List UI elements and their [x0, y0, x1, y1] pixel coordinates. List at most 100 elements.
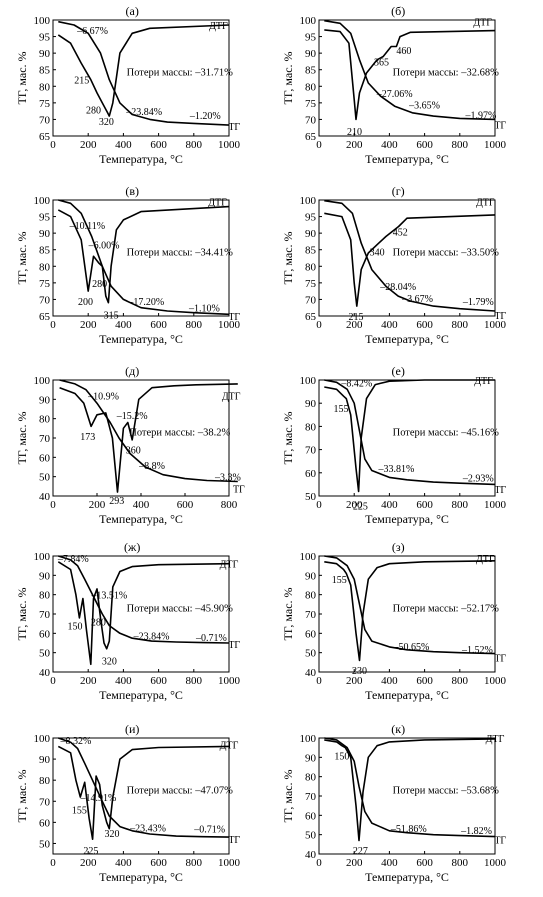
- x-tick-label: 400: [381, 857, 398, 869]
- chart-panel-10: (к) 0 200 400 600 800 1000 40 50 60 70 80 90 100 Темпе…: [281, 722, 507, 884]
- annotation-label: –8.8%: [138, 461, 165, 472]
- y-tick-label: 40: [39, 491, 51, 503]
- x-tick-label: 800: [186, 139, 203, 151]
- annotation-label: ТГ: [228, 835, 240, 846]
- annotation-label: ДТГ: [209, 21, 228, 32]
- x-axis-label: Температура, °C: [99, 512, 183, 526]
- y-tick-label: 50: [305, 491, 317, 503]
- x-axis-label: Температура, °C: [99, 870, 183, 884]
- annotation-label: 150: [334, 751, 349, 762]
- y-tick-label: 80: [39, 775, 51, 787]
- x-tick-label: 0: [50, 499, 56, 511]
- y-tick-label: 95: [39, 212, 51, 224]
- y-tick-label: 60: [305, 810, 317, 822]
- x-tick-label: 600: [416, 139, 433, 151]
- annotation-label: 360: [126, 446, 141, 457]
- mass-loss-label: Потери массы: –52.17%: [393, 604, 499, 615]
- y-axis-label: ТГ, мас. %: [15, 231, 29, 284]
- x-tick-label: 200: [346, 319, 363, 331]
- panel-label: (и): [125, 722, 139, 736]
- y-tick-label: 60: [305, 468, 317, 480]
- tg-curve: [58, 737, 230, 838]
- annotation-label: 320: [104, 829, 119, 840]
- annotation-label: ДТГ: [220, 560, 239, 571]
- y-tick-label: 90: [305, 228, 317, 240]
- y-tick-label: 65: [305, 311, 317, 323]
- y-axis-label: ТГ, мас. %: [15, 51, 29, 104]
- annotation-label: –27.06%: [376, 89, 413, 100]
- x-tick-label: 800: [452, 139, 469, 151]
- dtg-curve: [324, 738, 496, 842]
- y-tick-label: 40: [39, 667, 51, 679]
- x-tick-label: 400: [115, 857, 132, 869]
- y-tick-label: 75: [305, 98, 317, 110]
- annotation-label: –1.97%: [464, 110, 496, 121]
- y-tick-label: 70: [39, 796, 51, 808]
- dtg-curve: [59, 383, 238, 493]
- y-tick-label: 80: [305, 261, 317, 273]
- x-axis-label: Температура, °C: [365, 870, 449, 884]
- annotation-label: 315: [104, 310, 119, 321]
- annotation-label: ДТГ: [486, 734, 505, 745]
- x-tick-label: 1000: [484, 499, 507, 511]
- annotation-label: –51.86%: [390, 824, 427, 835]
- annotation-label: 460: [396, 46, 411, 57]
- tg-curve: [58, 199, 230, 316]
- annotation-label: 452: [393, 227, 408, 238]
- x-axis-label: Температура, °C: [99, 152, 183, 166]
- chart-panel-8: (з) 0 200 400 600 800 1000 40 50 60 70 80 90 100 Темпе…: [281, 540, 507, 702]
- x-tick-label: 400: [115, 675, 132, 687]
- y-axis-label: ТГ, мас. %: [281, 411, 295, 464]
- annotation-label: –8.42%: [340, 378, 372, 389]
- tg-curve: [324, 199, 496, 312]
- x-tick-label: 800: [452, 675, 469, 687]
- y-axis-label: ТГ, мас. %: [281, 51, 295, 104]
- annotation-label: –10.11%: [69, 221, 105, 232]
- x-tick-label: 800: [452, 857, 469, 869]
- annotation-label: –28.04%: [379, 282, 416, 293]
- x-tick-label: 600: [150, 857, 167, 869]
- tg-curve: [59, 379, 238, 483]
- mass-loss-label: Потери массы: –34.41%: [127, 248, 233, 259]
- x-tick-label: 1000: [484, 675, 507, 687]
- y-tick-label: 100: [34, 375, 51, 387]
- annotation-label: –3.67%: [401, 294, 433, 305]
- mass-loss-label: Потери массы: –32.68%: [393, 68, 499, 79]
- x-tick-label: 0: [50, 139, 56, 151]
- y-tick-label: 70: [39, 433, 51, 445]
- x-tick-label: 800: [452, 499, 469, 511]
- y-tick-label: 90: [305, 752, 317, 764]
- dtg-curve: [324, 560, 496, 662]
- annotation-label: –33.81%: [378, 464, 415, 475]
- annotation-label: ДТГ: [208, 198, 227, 209]
- annotation-label: –23.84%: [133, 631, 170, 642]
- x-axis-label: Температура, °C: [99, 688, 183, 702]
- y-axis-label: ТГ, мас. %: [281, 587, 295, 640]
- y-tick-label: 60: [39, 817, 51, 829]
- y-tick-label: 70: [305, 114, 317, 126]
- annotation-label: ДТГ: [220, 740, 239, 751]
- y-tick-label: 100: [300, 551, 317, 563]
- panel-label: (ж): [124, 540, 140, 554]
- y-axis-label: ТГ, мас. %: [15, 769, 29, 822]
- tg-curve: [324, 737, 496, 838]
- mass-loss-label: Потери массы: –33.50%: [393, 248, 499, 259]
- annotation-label: –2.93%: [462, 473, 494, 484]
- x-tick-label: 200: [80, 139, 97, 151]
- annotation-label: –0.71%: [193, 825, 225, 836]
- x-tick-label: 400: [381, 319, 398, 331]
- x-tick-label: 600: [416, 675, 433, 687]
- y-tick-label: 70: [305, 445, 317, 457]
- x-tick-label: 600: [150, 675, 167, 687]
- tg-curve: [324, 379, 496, 486]
- panel-label: (г): [392, 184, 405, 198]
- x-axis-label: Температура, °C: [365, 512, 449, 526]
- y-tick-label: 50: [39, 838, 51, 850]
- x-tick-label: 800: [221, 499, 238, 511]
- y-tick-label: 95: [39, 32, 51, 44]
- y-tick-label: 80: [39, 590, 51, 602]
- panel-label: (б): [391, 4, 405, 18]
- panel-label: (к): [391, 722, 405, 736]
- chart-panel-3: (в) 0 200 400 600 800 1000 65 70 75 80 85 90 95 100 Тем…: [15, 184, 241, 346]
